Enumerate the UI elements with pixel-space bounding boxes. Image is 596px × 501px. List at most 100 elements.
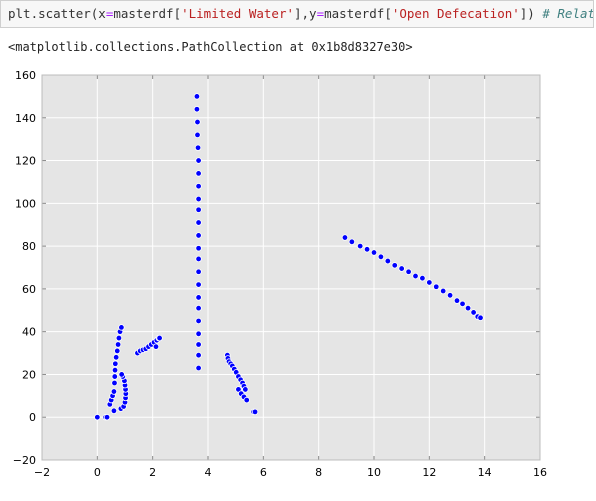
code-token: = bbox=[316, 6, 325, 21]
scatter-point bbox=[477, 314, 484, 321]
scatter-point bbox=[114, 347, 121, 355]
scatter-point bbox=[94, 414, 101, 421]
scatter-point bbox=[391, 262, 398, 269]
scatter-point bbox=[243, 396, 250, 404]
scatter-point bbox=[251, 408, 259, 416]
scatter-point bbox=[384, 257, 392, 265]
x-tick-label: 10 bbox=[367, 466, 381, 479]
scatter-point bbox=[194, 131, 201, 139]
scatter-point bbox=[453, 297, 461, 304]
plot-area bbox=[42, 75, 540, 460]
code-cell[interactable]: plt.scatter(x=masterdf['Limited Water'],… bbox=[0, 0, 594, 28]
code-token: = bbox=[105, 6, 114, 21]
scatter-point bbox=[111, 379, 118, 387]
scatter-point bbox=[464, 304, 472, 312]
scatter-point bbox=[195, 206, 202, 213]
plot-frame bbox=[41, 74, 541, 461]
scatter-point bbox=[110, 388, 118, 395]
scatter-point bbox=[195, 281, 202, 288]
scatter-point bbox=[363, 246, 371, 253]
code-token: plt.scatter(x bbox=[8, 6, 106, 21]
y-tick-label: 100 bbox=[15, 197, 36, 210]
x-tick-label: 0 bbox=[94, 466, 101, 479]
y-tick-label: 80 bbox=[22, 240, 36, 253]
scatter-point bbox=[195, 330, 202, 338]
scatter-point bbox=[439, 287, 447, 295]
scatter-point bbox=[470, 309, 477, 316]
scatter-point bbox=[426, 279, 433, 286]
scatter-point bbox=[412, 272, 419, 280]
scatter-point bbox=[356, 242, 364, 250]
scatter-point bbox=[111, 366, 119, 374]
y-tick-label: 20 bbox=[22, 368, 36, 381]
y-tick-label: 0 bbox=[29, 411, 36, 424]
x-tick-label: 16 bbox=[533, 466, 547, 479]
scatter-point bbox=[398, 265, 405, 272]
scatter-point bbox=[115, 334, 123, 342]
x-tick-label: 4 bbox=[205, 466, 212, 479]
scatter-point bbox=[195, 170, 202, 177]
x-tick-label: 12 bbox=[422, 466, 436, 479]
scatter-point bbox=[195, 183, 202, 190]
scatter-point bbox=[341, 234, 349, 241]
scatter-point bbox=[433, 283, 440, 290]
scatter-point bbox=[194, 118, 201, 126]
scatter-point bbox=[419, 274, 426, 282]
code-string: 'Open Defecation' bbox=[391, 6, 520, 21]
scatter-point bbox=[118, 324, 125, 331]
scatter-point bbox=[114, 341, 122, 348]
scatter-point bbox=[112, 360, 119, 367]
scatter-point bbox=[112, 354, 120, 361]
y-tick-label: 120 bbox=[15, 155, 36, 168]
code-string: 'Limited Water' bbox=[181, 6, 294, 21]
scatter-points bbox=[94, 93, 484, 421]
y-tick-label: 40 bbox=[22, 326, 36, 339]
scatter-point bbox=[405, 268, 412, 275]
scatter-point bbox=[103, 414, 111, 421]
scatter-point bbox=[195, 232, 202, 239]
scatter-point bbox=[195, 245, 202, 252]
code-token: ],y bbox=[294, 6, 317, 21]
x-tick-label: 6 bbox=[260, 466, 267, 479]
y-tick-label: 140 bbox=[15, 112, 36, 125]
cell-output-text: <matplotlib.collections.PathCollection a… bbox=[8, 40, 413, 54]
scatter-point bbox=[111, 373, 118, 380]
scatter-point bbox=[195, 219, 202, 226]
x-tick-label: −2 bbox=[34, 466, 50, 479]
scatter-point bbox=[195, 268, 202, 275]
scatter-point bbox=[370, 249, 378, 256]
scatter-point bbox=[193, 106, 201, 113]
scatter-point bbox=[195, 364, 202, 372]
code-comment: # Relation o bbox=[542, 6, 593, 21]
scatter-point bbox=[459, 300, 466, 308]
x-tick-label: 8 bbox=[315, 466, 322, 479]
scatter-point bbox=[194, 144, 202, 151]
x-tick-label: 2 bbox=[149, 466, 156, 479]
scatter-point bbox=[446, 292, 454, 299]
scatter-point bbox=[195, 317, 202, 325]
scatter-point bbox=[152, 343, 160, 350]
scatter-point bbox=[195, 195, 202, 203]
scatter-point bbox=[242, 386, 249, 393]
scatter-point bbox=[110, 407, 118, 415]
code-token: ]) bbox=[519, 6, 543, 21]
scatter-point bbox=[195, 351, 202, 359]
scatter-point bbox=[156, 334, 163, 342]
code-token: masterdf[ bbox=[324, 6, 392, 21]
scatter-point bbox=[195, 157, 202, 164]
y-tick-label: 160 bbox=[15, 69, 36, 82]
code-token: masterdf[ bbox=[113, 6, 182, 21]
x-tick-label: 14 bbox=[478, 466, 492, 479]
scatter-point bbox=[118, 371, 125, 378]
y-tick-label: −20 bbox=[13, 454, 36, 467]
scatter-point bbox=[377, 253, 385, 261]
scatter-point bbox=[195, 294, 202, 301]
y-tick-label: 60 bbox=[22, 283, 36, 296]
scatter-point bbox=[195, 255, 202, 263]
scatter-point bbox=[195, 341, 202, 348]
scatter-point bbox=[195, 304, 202, 312]
scatter-point bbox=[348, 238, 356, 246]
scatter-point bbox=[193, 93, 201, 100]
